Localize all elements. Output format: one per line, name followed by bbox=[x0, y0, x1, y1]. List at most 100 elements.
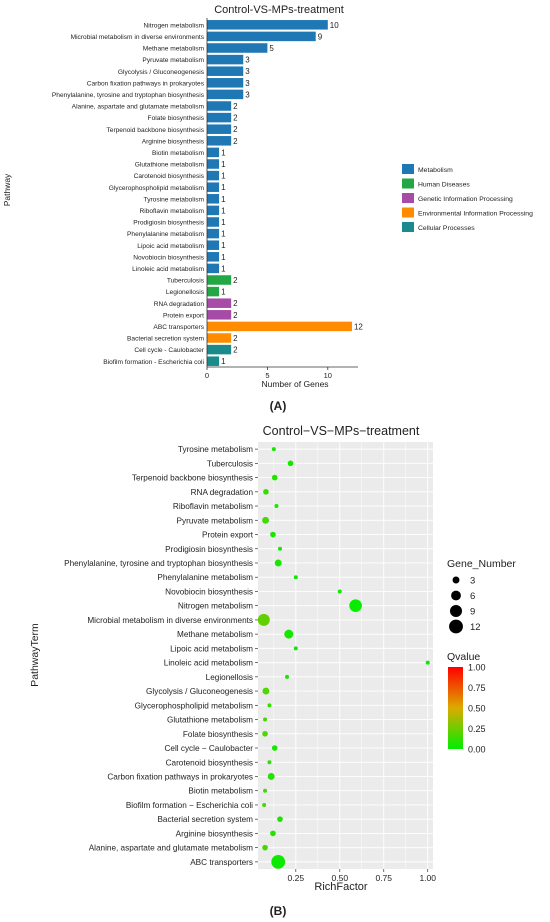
point-rna-degradation bbox=[263, 488, 269, 495]
bar-value-label: 3 bbox=[245, 79, 250, 88]
y-tick-label: Cell cycle − Caulobacter bbox=[164, 744, 253, 753]
y-tick-label: Linoleic acid metabolism bbox=[164, 659, 253, 668]
panel-b-title: Control−VS−MPs−treatment bbox=[263, 424, 420, 438]
panel-b-y-axis-label: PathwayTerm bbox=[29, 623, 41, 687]
point-nitrogen-metabolism bbox=[349, 599, 362, 613]
y-tick-label: Biofilm formation − Escherichia coli bbox=[126, 801, 253, 810]
bar-value-label: 1 bbox=[221, 288, 226, 297]
bar-bacterial-secretion-system bbox=[207, 333, 232, 343]
y-tick-label: Bacterial secretion system bbox=[157, 815, 253, 824]
bar-value-label: 1 bbox=[221, 195, 226, 204]
y-tick-label: Linoleic acid metabolism bbox=[132, 266, 204, 273]
bar-value-label: 2 bbox=[233, 334, 238, 343]
bar-phenylalanine-metabolism bbox=[207, 228, 220, 239]
bar-value-label: 1 bbox=[221, 218, 226, 227]
y-tick-label: Arginine biosynthesis bbox=[176, 829, 253, 838]
y-tick-label: ABC transporters bbox=[190, 858, 253, 867]
bar-value-label: 3 bbox=[245, 56, 250, 65]
y-tick-label: Riboflavin metabolism bbox=[140, 208, 205, 215]
y-tick-label: Phenylalanine metabolism bbox=[157, 573, 253, 582]
y-tick-label: Methane metabolism bbox=[143, 46, 205, 53]
point-carbon-fixation-pathways-in-prokaryotes bbox=[267, 773, 275, 780]
point-bacterial-secretion-system bbox=[277, 816, 283, 823]
panel-b-x-axis-label: RichFactor bbox=[314, 881, 368, 893]
bar-value-label: 2 bbox=[233, 311, 238, 320]
bar-value-label: 5 bbox=[269, 44, 274, 53]
point-abc-transporters bbox=[271, 854, 286, 869]
point-methane-metabolism bbox=[284, 629, 294, 639]
bar-value-label: 9 bbox=[318, 32, 323, 41]
y-tick-label: Protein export bbox=[202, 531, 254, 540]
bar-folate-biosynthesis bbox=[207, 112, 232, 123]
panel-b-plot-background bbox=[258, 442, 433, 869]
y-tick-label: RNA degradation bbox=[191, 488, 254, 497]
color-legend-tick-label: 0.50 bbox=[468, 704, 486, 714]
point-biotin-metabolism bbox=[263, 788, 268, 793]
bar-nitrogen-metabolism bbox=[207, 20, 328, 30]
bar-value-label: 1 bbox=[221, 206, 226, 215]
panel-a-title: Control-VS-MPs-treatment bbox=[214, 4, 344, 16]
panel-a-bar-chart: Control-VS-MPs-treatment Nitrogen metabo… bbox=[2, 4, 533, 413]
bar-value-label: 2 bbox=[233, 276, 238, 285]
panel-b-scatter-chart: Control−VS−MPs−treatment Tyrosine metabo… bbox=[29, 424, 516, 918]
y-tick-label: Glutathione metabolism bbox=[135, 162, 205, 169]
y-tick-label: Phenylalanine, tyrosine and tryptophan b… bbox=[64, 559, 253, 568]
bar-lipoic-acid-metabolism bbox=[207, 240, 220, 250]
point-folate-biosynthesis bbox=[262, 730, 268, 737]
point-terpenoid-backbone-biosynthesis bbox=[271, 474, 278, 481]
color-legend-tick-label: 0.00 bbox=[468, 745, 486, 755]
point-lipoic-acid-metabolism bbox=[293, 646, 298, 651]
bar-biofilm-formation-escherichia-coli bbox=[207, 356, 220, 366]
y-tick-label: Phenylalanine metabolism bbox=[127, 231, 204, 238]
y-tick-label: Pyruvate metabolism bbox=[142, 57, 204, 64]
bar-tuberculosis bbox=[207, 275, 232, 285]
bar-value-label: 2 bbox=[233, 102, 238, 111]
legend-swatch-metabolism bbox=[402, 164, 414, 174]
y-tick-label: Prodigiosin biosynthesis bbox=[133, 220, 204, 227]
y-tick-label: Glutathione metabolism bbox=[167, 716, 253, 725]
x-tick-label: 0.25 bbox=[288, 873, 305, 883]
point-cell-cycle-caulobacter bbox=[271, 745, 278, 751]
y-tick-label: Pyruvate metabolism bbox=[177, 516, 254, 525]
size-legend-dot bbox=[451, 590, 461, 601]
x-tick-label: 10 bbox=[324, 371, 332, 380]
size-legend-label: 9 bbox=[470, 607, 475, 618]
panel-a-y-axis-label: Pathway bbox=[2, 173, 12, 206]
y-tick-label: Carbon fixation pathways in prokaryotes bbox=[87, 80, 205, 87]
y-tick-label: ABC transporters bbox=[153, 324, 204, 331]
x-tick-label: 5 bbox=[265, 371, 269, 380]
y-tick-label: Glycerophospholipid metabolism bbox=[109, 185, 205, 192]
point-phenylalanine-metabolism bbox=[293, 575, 298, 580]
point-linoleic-acid-metabolism bbox=[425, 660, 430, 665]
y-tick-label: Prodigiosin biosynthesis bbox=[165, 545, 253, 554]
bar-methane-metabolism bbox=[207, 43, 268, 53]
y-tick-label: Biotin metabolism bbox=[152, 150, 205, 157]
y-tick-label: Tuberculosis bbox=[167, 278, 205, 285]
bar-value-label: 1 bbox=[221, 183, 226, 192]
bar-riboflavin-metabolism bbox=[207, 205, 220, 216]
bar-alanine-aspartate-and-glutamate-metabolism bbox=[207, 101, 232, 111]
y-tick-label: Legionellosis bbox=[206, 673, 253, 682]
color-legend-bar bbox=[448, 667, 463, 749]
bar-phenylalanine-tyrosine-and-tryptophan-biosynthesis bbox=[207, 89, 244, 100]
y-tick-label: Terpenoid backbone biosynthesis bbox=[106, 127, 204, 134]
point-tuberculosis bbox=[287, 460, 294, 467]
point-microbial-metabolism-in-diverse-environments bbox=[257, 613, 270, 626]
bar-value-label: 1 bbox=[221, 230, 226, 239]
y-tick-label: Folate biosynthesis bbox=[183, 730, 253, 739]
point-carotenoid-biosynthesis bbox=[267, 760, 272, 765]
y-tick-label: Biofilm formation - Escherichia coli bbox=[103, 359, 204, 366]
point-alanine-aspartate-and-glutamate-metabolism bbox=[262, 844, 268, 851]
legend-swatch-human-diseases bbox=[402, 178, 414, 189]
point-prodigiosin-biosynthesis bbox=[277, 546, 282, 551]
y-tick-label: Glycerophospholipid metabolism bbox=[135, 701, 254, 710]
y-tick-label: Legionellosis bbox=[166, 289, 205, 296]
legend-swatch-cellular-processes bbox=[402, 222, 414, 232]
y-tick-label: Biotin metabolism bbox=[188, 787, 253, 796]
y-tick-label: Phenylalanine, tyrosine and tryptophan b… bbox=[52, 92, 205, 99]
bar-value-label: 2 bbox=[233, 299, 238, 308]
y-tick-label: Folate biosynthesis bbox=[148, 115, 205, 122]
bar-value-label: 2 bbox=[233, 125, 238, 134]
legend-label-environmental-information-processing: Environmental Information Processing bbox=[418, 211, 533, 218]
